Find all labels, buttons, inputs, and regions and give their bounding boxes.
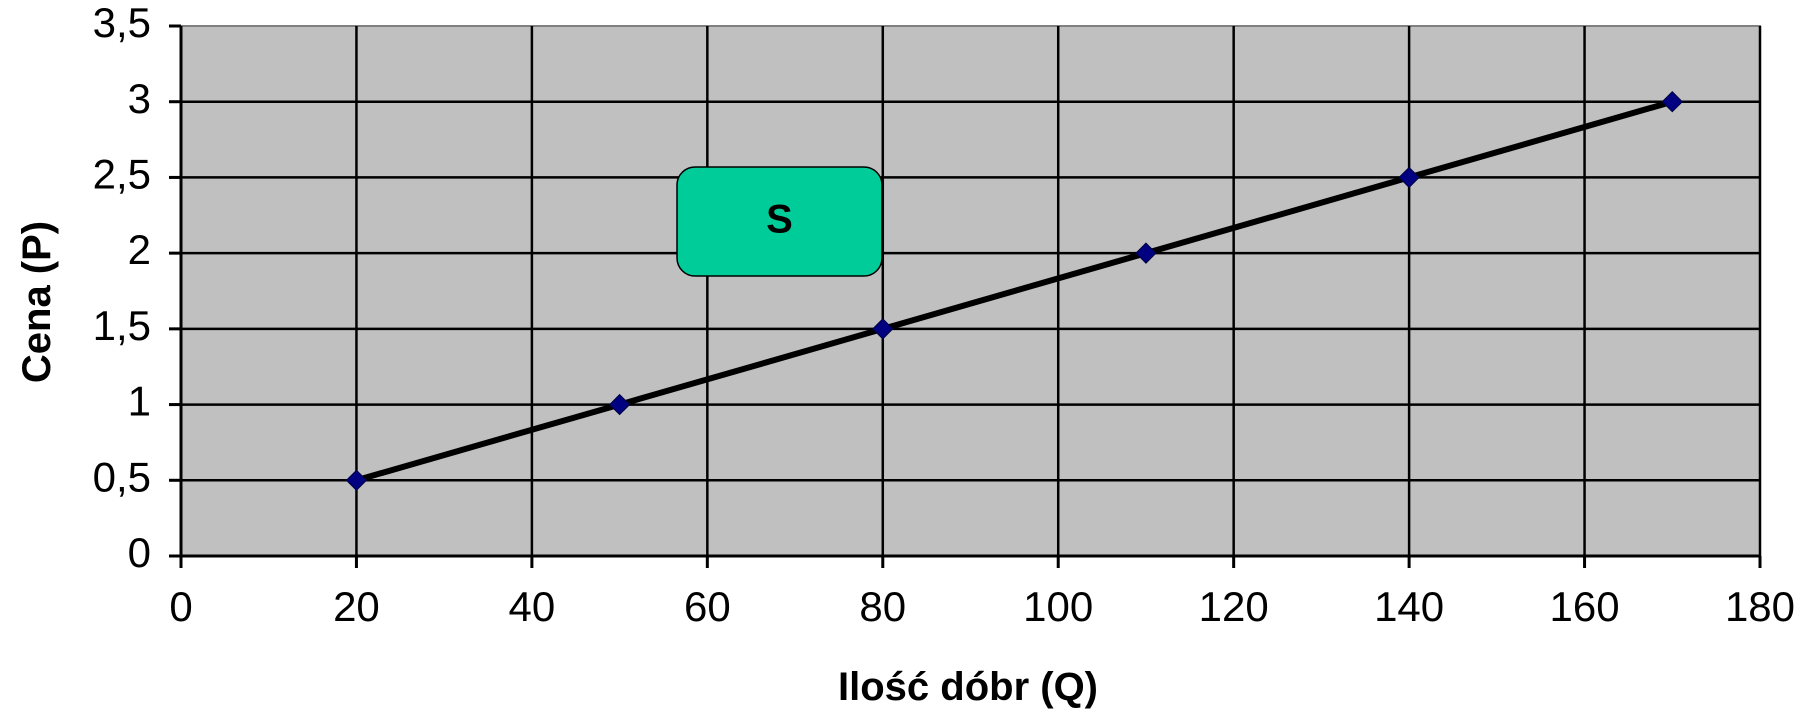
plot-background [180, 25, 1761, 557]
x-tick-label: 140 [1374, 583, 1444, 630]
annotation-group: S [676, 166, 883, 277]
y-axis-title: Cena (P) [15, 221, 59, 383]
data-point [872, 318, 894, 340]
annotation-box [676, 166, 883, 277]
x-tick-label: 80 [859, 583, 906, 630]
x-tick-label: 40 [509, 583, 556, 630]
y-tick-label: 2,5 [93, 151, 151, 198]
x-tick-label: 160 [1550, 583, 1620, 630]
y-tick-label: 3,5 [93, 0, 151, 46]
y-tick-label: 0,5 [93, 453, 151, 500]
annotation-label: S [766, 198, 793, 242]
x-tick-label: 100 [1023, 583, 1093, 630]
series-line [355, 98, 1674, 484]
y-tick-label: 1,5 [93, 302, 151, 349]
data-point [1661, 91, 1683, 113]
x-tick-label: 20 [333, 583, 380, 630]
y-tick-label: 1 [128, 378, 151, 425]
x-tick-label: 180 [1725, 583, 1795, 630]
y-tick-label: 3 [128, 75, 151, 122]
plot-area: 0 20 40 60 80 100 120 140 160 180 0 0,5 1 1,5 2 2,5 3 3,5 [93, 0, 1795, 630]
x-tick-label: 0 [169, 583, 192, 630]
data-point [608, 393, 631, 416]
y-tick-label: 0 [128, 529, 151, 576]
data-point [1398, 166, 1420, 189]
x-axis-title: Ilość dóbr (Q) [838, 665, 1098, 709]
data-point [345, 469, 368, 491]
x-tick-label: 60 [684, 583, 731, 630]
y-tick-label: 2 [128, 226, 151, 273]
data-point [1135, 242, 1157, 264]
x-tick-label: 120 [1199, 583, 1269, 630]
